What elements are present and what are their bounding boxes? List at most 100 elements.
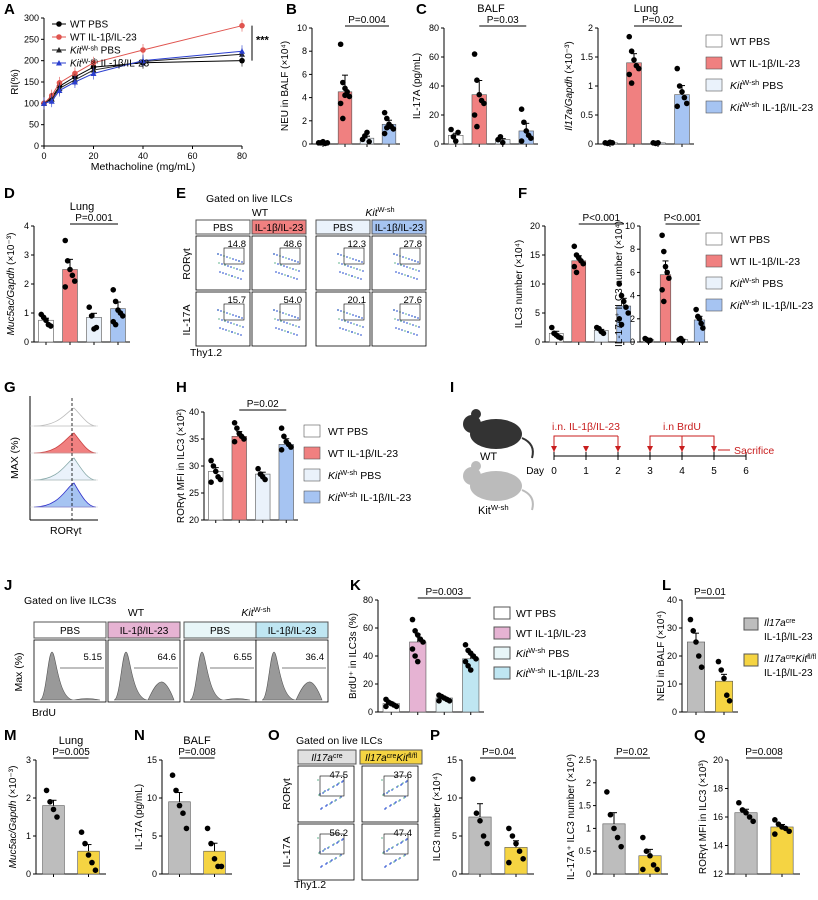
gate-box (223, 247, 245, 265)
data-point (772, 831, 778, 837)
legend-swatch (303, 468, 321, 482)
y-tick-label: 80 (363, 595, 373, 605)
flow-dot (236, 268, 238, 270)
flow-dot (217, 253, 219, 255)
data-point (626, 33, 633, 40)
flow-dot (401, 273, 403, 275)
chart-title: Lung (634, 3, 658, 15)
data-point (340, 79, 346, 86)
flow-dot (342, 328, 344, 330)
flow-dot (286, 322, 288, 324)
flow-dot (351, 275, 353, 277)
series-point (239, 22, 245, 29)
data-point (696, 316, 703, 322)
flow-dot (225, 273, 227, 275)
histogram-trace (33, 482, 97, 508)
flow-dot (396, 310, 398, 312)
flow-dot (401, 329, 403, 331)
series-point (90, 60, 97, 66)
data-point (50, 806, 57, 813)
flow-dot (242, 326, 244, 328)
legend-swatch (705, 100, 723, 114)
flow-dot (288, 258, 290, 260)
pvalue-label: P=0.001 (75, 213, 113, 224)
data-point (743, 809, 749, 816)
data-point (337, 100, 344, 107)
data-point (346, 93, 353, 100)
x-tick-label: 40 (138, 151, 148, 161)
flow-dot (398, 800, 400, 802)
bar (715, 680, 733, 713)
data-point (679, 338, 686, 344)
condition-header (371, 219, 427, 235)
flow-dot (346, 256, 348, 258)
flow-dot (283, 265, 285, 267)
y-tick-label: 0 (672, 707, 677, 717)
gate-percent: 47.4 (394, 828, 413, 839)
data-point (662, 263, 669, 270)
legend-swatch (705, 232, 723, 246)
gate-label: Gated on live ILCs (206, 193, 292, 205)
data-point (476, 91, 483, 98)
data-point (521, 119, 527, 126)
flow-dot (389, 863, 391, 865)
data-point (208, 840, 214, 847)
data-point (69, 272, 76, 279)
condition-label: PBS (213, 223, 233, 234)
series-point (140, 47, 146, 53)
y-axis-label: IL-17A⁺ ILC3 number (×10⁴) (566, 754, 577, 880)
gate-percent: 6.55 (234, 652, 253, 663)
flow-dot (406, 266, 408, 268)
flow-dot (337, 309, 339, 311)
bar (168, 801, 191, 875)
data-point (71, 278, 78, 284)
data-point (683, 100, 690, 107)
data-point (409, 646, 416, 652)
flow-dot (395, 327, 397, 329)
flow-dot (325, 805, 327, 807)
y-tick-label: 30 (667, 623, 677, 633)
legend-label: KitW-sh IL-1β/IL-23 (730, 100, 813, 115)
chart-b: 0 2 4 6 8 10 P=0.004 NEU in BALF (×10⁴) (280, 15, 400, 149)
data-point (626, 71, 633, 78)
data-point (471, 112, 478, 118)
flow-dot (350, 266, 352, 268)
series-point (41, 100, 47, 106)
panel-label-l: L (662, 577, 671, 594)
legend-marker (56, 34, 62, 40)
y-tick-label: 0 (434, 139, 439, 149)
data-point (674, 103, 681, 110)
flow-plot (251, 235, 307, 291)
pvalue-label: P=0.003 (425, 587, 463, 598)
y-tick-label: 2 (588, 23, 593, 33)
flow-dot (347, 321, 349, 323)
flow-dot (230, 266, 232, 268)
y-tick-label: 0.5 (580, 110, 593, 120)
data-point (183, 825, 190, 832)
gate-percent: 36.4 (306, 652, 325, 663)
data-point (414, 632, 421, 638)
data-point (571, 243, 578, 250)
gate-label: Gated on live ILCs (296, 735, 382, 747)
panel-label-b: B (286, 1, 297, 18)
data-point (465, 663, 471, 669)
data-point (695, 653, 702, 659)
day-axis-label: Day (526, 466, 544, 477)
flow-dot (413, 333, 415, 335)
chart-q: 12 14 16 18 20 P=0.008 RORγt MFI in ILC3 (×10³… (698, 747, 800, 879)
gate-percent: 20.1 (348, 295, 367, 306)
data-point (211, 856, 218, 862)
y-tick-label: 0 (452, 869, 457, 879)
mouse-kit-icon (470, 471, 522, 501)
flow-plot (361, 823, 419, 881)
flow-dot (350, 322, 352, 324)
flow-dot (220, 254, 222, 256)
data-point (88, 313, 95, 319)
data-point (655, 140, 661, 146)
flow-dot (320, 808, 322, 810)
group-label-kit: KitW-sh (365, 205, 394, 220)
mouse-kit-icon-tail (521, 489, 534, 511)
data-point (169, 772, 176, 778)
y-tick-label: 1 (24, 308, 29, 318)
